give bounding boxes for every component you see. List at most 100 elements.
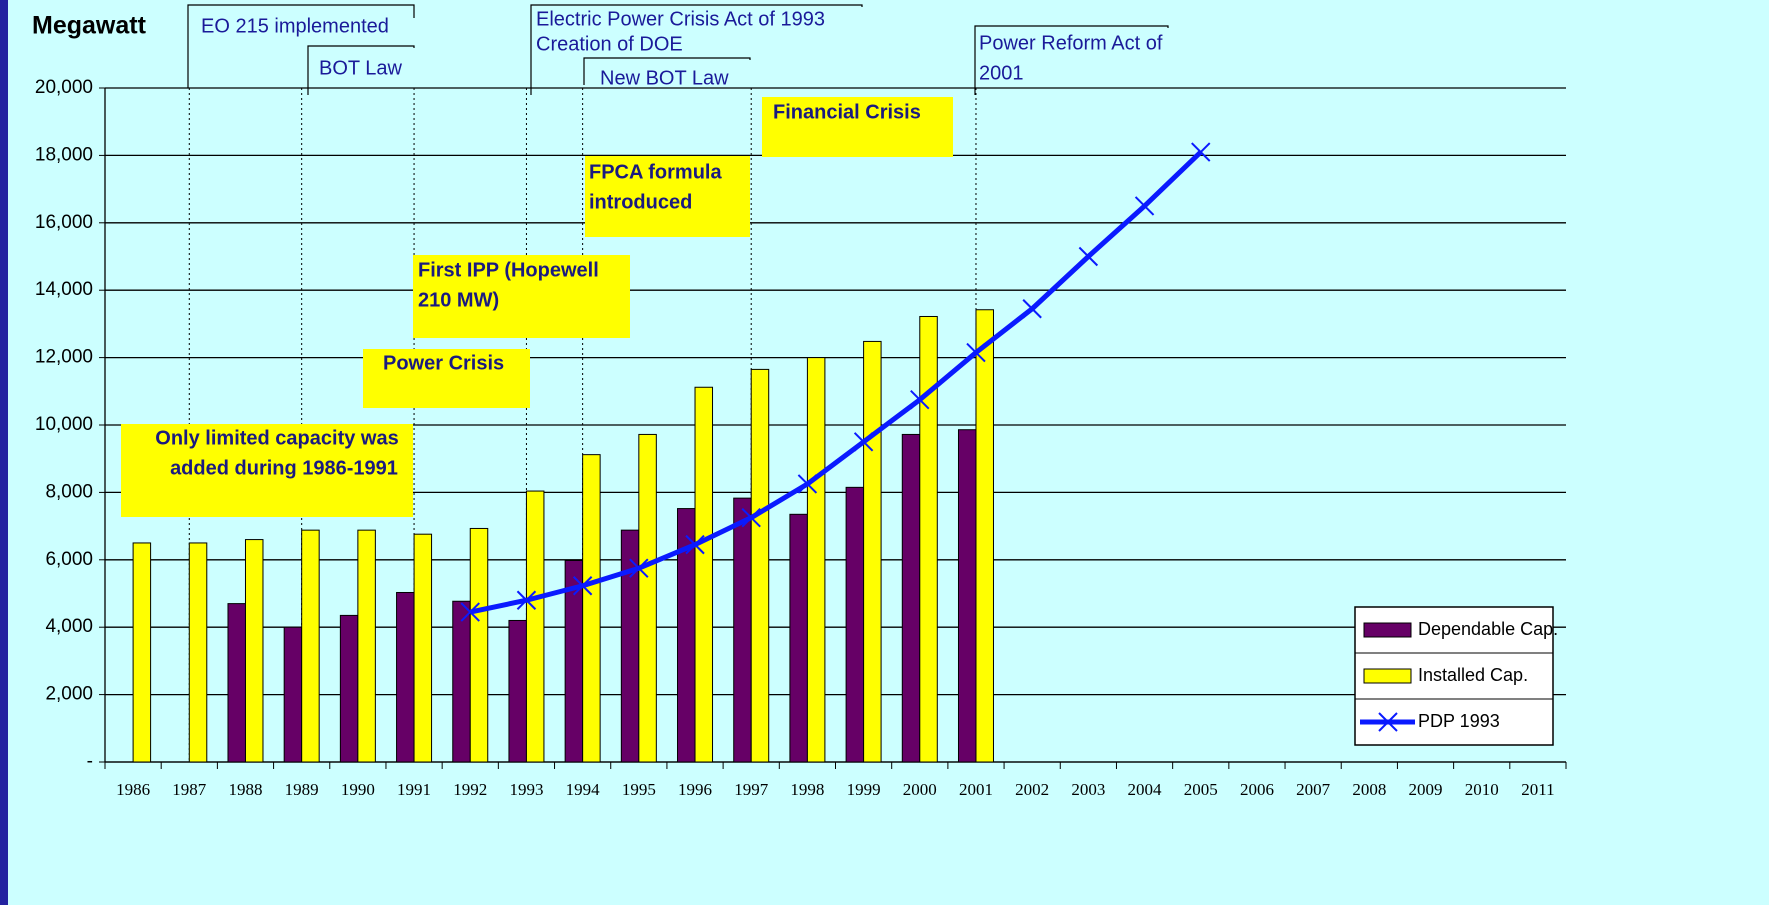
bar bbox=[301, 529, 320, 763]
legend-label: Installed Cap. bbox=[1418, 665, 1528, 685]
y-tick-label: 2,000 bbox=[45, 684, 93, 705]
x-tick-label: 1988 bbox=[228, 780, 262, 799]
bar bbox=[525, 490, 545, 763]
bar bbox=[508, 619, 527, 763]
bar bbox=[975, 309, 994, 763]
y-tick-label: 14,000 bbox=[35, 279, 93, 300]
event-label: Electric Power Crisis Act of 1993 bbox=[536, 8, 825, 30]
annotation-text: Financial Crisis bbox=[773, 101, 921, 123]
bar bbox=[806, 357, 826, 763]
marker bbox=[629, 558, 649, 578]
event-label: Creation of DOE bbox=[536, 33, 683, 55]
x-tick-label: 2005 bbox=[1184, 780, 1218, 799]
marker bbox=[516, 590, 537, 610]
x-tick-label: 2000 bbox=[903, 780, 937, 799]
bar bbox=[469, 527, 489, 763]
bar bbox=[789, 513, 808, 763]
marker bbox=[966, 342, 986, 363]
event-bracket bbox=[530, 4, 863, 95]
annotation-text: FPCA formula bbox=[589, 161, 722, 183]
annotation-text: introduced bbox=[589, 191, 692, 213]
marker bbox=[741, 507, 761, 528]
bar bbox=[919, 315, 938, 763]
annotation-box bbox=[363, 349, 530, 408]
line bbox=[469, 150, 1203, 615]
left-border bbox=[0, 0, 8, 905]
event-label: BOT Law bbox=[319, 57, 403, 79]
x-tick-label: 2004 bbox=[1128, 780, 1163, 799]
marker bbox=[572, 576, 593, 596]
bar bbox=[339, 614, 359, 763]
bar bbox=[901, 433, 921, 763]
legend-marker bbox=[1378, 712, 1398, 732]
legend-swatch bbox=[1363, 668, 1412, 684]
bar bbox=[244, 539, 264, 763]
event-label: EO 215 implemented bbox=[201, 15, 389, 37]
legend-swatch bbox=[1363, 622, 1412, 638]
event-bracket bbox=[974, 25, 1169, 95]
x-tick-label: 1995 bbox=[622, 780, 656, 799]
x-tick-label: 2003 bbox=[1071, 780, 1105, 799]
marker bbox=[1078, 246, 1099, 267]
x-tick-label: 1990 bbox=[341, 780, 375, 799]
y-tick-label: 20,000 bbox=[35, 77, 93, 98]
y-tick-label: - bbox=[87, 751, 93, 772]
bar bbox=[227, 603, 246, 763]
x-tick-label: 2008 bbox=[1352, 780, 1386, 799]
marker bbox=[685, 534, 705, 555]
event-bracket bbox=[307, 45, 415, 95]
event-label: 2001 bbox=[979, 62, 1024, 84]
marker bbox=[910, 390, 930, 410]
x-tick-label: 1989 bbox=[285, 780, 319, 799]
event-bracket bbox=[583, 57, 751, 85]
y-tick-label: 6,000 bbox=[45, 549, 93, 570]
y-axis-label: Megawatt bbox=[32, 12, 147, 40]
annotation-text: First IPP (Hopewell bbox=[418, 259, 599, 281]
annotation-box bbox=[762, 97, 953, 157]
bar bbox=[638, 433, 657, 763]
x-tick-label: 2011 bbox=[1521, 780, 1554, 799]
x-tick-label: 2009 bbox=[1409, 780, 1443, 799]
x-tick-label: 2001 bbox=[959, 780, 993, 799]
bar bbox=[750, 368, 770, 763]
annotation-text: added during 1986-1991 bbox=[170, 457, 398, 479]
bar bbox=[845, 486, 865, 763]
x-tick-label: 1999 bbox=[847, 780, 881, 799]
legend-label: Dependable Cap. bbox=[1418, 619, 1558, 639]
x-tick-label: 1996 bbox=[678, 780, 712, 799]
bar bbox=[694, 386, 714, 763]
bar bbox=[733, 497, 752, 763]
x-tick-label: 1997 bbox=[734, 780, 769, 799]
annotation-box bbox=[585, 156, 750, 237]
x-tick-label: 1993 bbox=[509, 780, 543, 799]
bar bbox=[132, 542, 152, 763]
bar bbox=[957, 429, 977, 763]
bar bbox=[863, 340, 882, 763]
x-tick-label: 2006 bbox=[1240, 780, 1274, 799]
bar bbox=[413, 533, 433, 763]
event-bracket bbox=[187, 4, 415, 88]
bar bbox=[396, 591, 415, 763]
event-label: Power Reform Act of bbox=[979, 32, 1163, 54]
annotation-text: Power Crisis bbox=[383, 352, 504, 374]
marker bbox=[460, 602, 480, 622]
event-label: New BOT Law bbox=[600, 67, 729, 89]
y-tick-label: 10,000 bbox=[35, 414, 93, 435]
y-tick-label: 16,000 bbox=[35, 212, 93, 233]
annotation-text: 210 MW) bbox=[418, 289, 499, 311]
marker bbox=[853, 432, 874, 452]
marker bbox=[1191, 142, 1211, 162]
bar bbox=[452, 600, 471, 763]
legend-label: PDP 1993 bbox=[1418, 711, 1500, 731]
marker bbox=[797, 474, 818, 494]
marker bbox=[1022, 299, 1042, 319]
annotation-text: Only limited capacity was bbox=[155, 427, 398, 449]
x-tick-label: 1998 bbox=[790, 780, 824, 799]
x-tick-label: 1994 bbox=[566, 780, 601, 799]
x-tick-label: 1987 bbox=[172, 780, 207, 799]
x-tick-label: 1991 bbox=[397, 780, 431, 799]
x-tick-label: 2002 bbox=[1015, 780, 1049, 799]
bar bbox=[283, 626, 303, 763]
y-tick-label: 8,000 bbox=[45, 481, 93, 502]
